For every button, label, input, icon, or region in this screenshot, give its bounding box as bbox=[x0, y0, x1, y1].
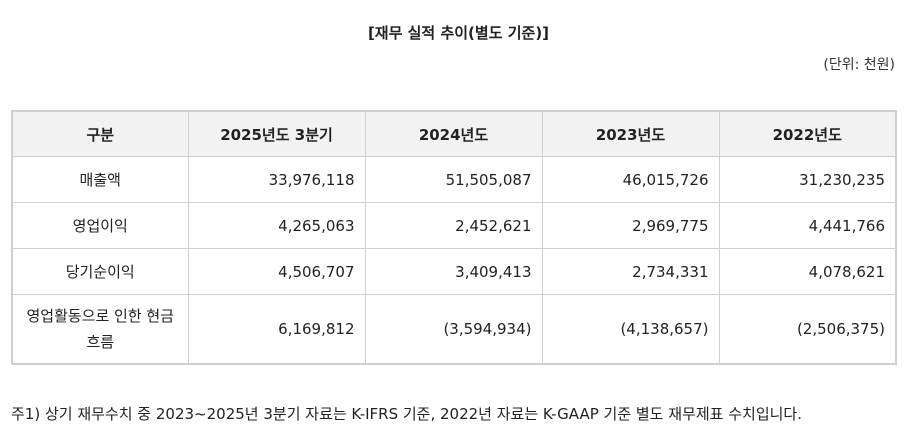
footnote: 주1) 상기 재무수치 중 2023~2025년 3분기 자료는 K-IFRS … bbox=[11, 405, 802, 423]
row-label-operating-profit: 영업이익 bbox=[11, 202, 189, 249]
table-cell: 2,734,331 bbox=[541, 248, 720, 295]
table-cell: (2,506,375) bbox=[718, 294, 897, 365]
table-header-row: 구분 2025년도 3분기 2024년도 2023년도 2022년도 bbox=[11, 110, 897, 157]
header-category: 구분 bbox=[11, 110, 189, 157]
table-cell: 2,969,775 bbox=[541, 202, 720, 249]
row-label-revenue: 매출액 bbox=[11, 156, 189, 203]
table-title: [재무 실적 추이(별도 기준)] bbox=[367, 24, 550, 42]
header-2025-q3: 2025년도 3분기 bbox=[187, 110, 366, 157]
table-cell: 51,505,087 bbox=[364, 156, 543, 203]
row-label-operating-cash-flow: 영업활동으로 인한 현금흐름 bbox=[11, 294, 189, 365]
row-label-net-income: 당기순이익 bbox=[11, 248, 189, 295]
table-cell: 33,976,118 bbox=[187, 156, 366, 203]
table-cell: (4,138,657) bbox=[541, 294, 720, 365]
unit-label: (단위: 천원) bbox=[823, 57, 895, 73]
table-cell: 31,230,235 bbox=[718, 156, 897, 203]
table-cell: 2,452,621 bbox=[364, 202, 543, 249]
header-2022: 2022년도 bbox=[718, 110, 897, 157]
financial-table: 구분 2025년도 3분기 2024년도 2023년도 2022년도 매출액 3… bbox=[11, 110, 897, 365]
table-cell: 46,015,726 bbox=[541, 156, 720, 203]
table-row: 당기순이익 4,506,707 3,409,413 2,734,331 4,07… bbox=[11, 248, 897, 295]
table-row: 영업이익 4,265,063 2,452,621 2,969,775 4,441… bbox=[11, 202, 897, 249]
table-cell: 3,409,413 bbox=[364, 248, 543, 295]
financial-table-container: 구분 2025년도 3분기 2024년도 2023년도 2022년도 매출액 3… bbox=[11, 110, 897, 365]
table-cell: 4,441,766 bbox=[718, 202, 897, 249]
table-cell: 4,265,063 bbox=[187, 202, 366, 249]
header-2023: 2023년도 bbox=[541, 110, 720, 157]
table-row: 매출액 33,976,118 51,505,087 46,015,726 31,… bbox=[11, 156, 897, 203]
table-cell: 6,169,812 bbox=[187, 294, 366, 365]
table-cell: 4,078,621 bbox=[718, 248, 897, 295]
table-cell: (3,594,934) bbox=[364, 294, 543, 365]
header-2024: 2024년도 bbox=[364, 110, 543, 157]
table-row: 영업활동으로 인한 현금흐름 6,169,812 (3,594,934) (4,… bbox=[11, 294, 897, 365]
table-cell: 4,506,707 bbox=[187, 248, 366, 295]
